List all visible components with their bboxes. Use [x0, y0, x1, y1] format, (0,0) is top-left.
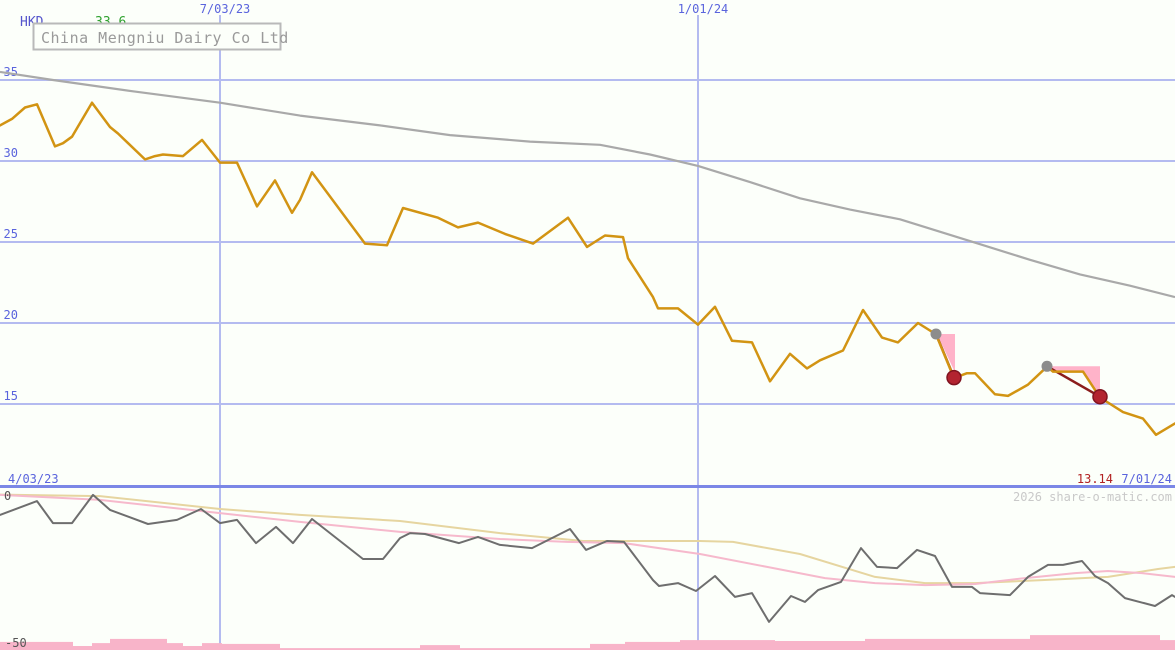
- volume-bar: [167, 643, 183, 650]
- peak-marker-dot: [930, 328, 942, 340]
- volume-bar: [1160, 640, 1175, 650]
- trough-marker-dot: [1092, 388, 1108, 405]
- lower-zero-label: 0: [4, 489, 11, 503]
- volume-bar: [222, 643, 280, 650]
- volume-bar: [590, 643, 625, 650]
- pink-average-line: [0, 493, 1175, 587]
- volume-bar: [680, 640, 775, 650]
- price-panel: [0, 70, 1175, 437]
- moving-average-line: [0, 70, 1175, 299]
- y-tick-label: 25: [4, 227, 18, 241]
- trough-marker-dot: [946, 369, 962, 386]
- drawdown-wedge: [937, 334, 955, 373]
- drawdown-wedge: [1047, 366, 1100, 397]
- price-gridlines: 35 30 25 20 15: [0, 65, 1175, 405]
- x-tick-label: 1/01/24: [678, 2, 729, 16]
- peak-marker-dot: [1041, 360, 1053, 372]
- watermark: 2026 share-o-matic.com: [1013, 490, 1172, 504]
- volume-bar: [460, 648, 590, 650]
- volume-bar: [775, 641, 865, 650]
- volume-bar: [202, 643, 222, 650]
- y-tick-label: 20: [4, 308, 18, 322]
- title-box: China Mengniu Dairy Co Ltd: [32, 22, 289, 51]
- y-tick-label: 15: [4, 389, 18, 403]
- y-tick-label: 35: [4, 65, 18, 79]
- y-tick-label: 30: [4, 146, 18, 160]
- title-box-border: [32, 22, 282, 51]
- bottom-right-date-label: 7/01/24: [1121, 472, 1172, 486]
- volume-bar: [280, 648, 420, 650]
- drawdown-panel: [0, 493, 1175, 650]
- bottom-left-date-label: 4/03/23: [8, 472, 59, 486]
- last-price-label: 13.14: [1077, 472, 1113, 486]
- volume-bar: [1030, 635, 1160, 650]
- volume-bar: [0, 641, 73, 650]
- lower-min-label: -50: [5, 636, 27, 650]
- drawdown-line: [0, 493, 1175, 623]
- price-line: [0, 101, 1175, 437]
- volume-bar: [625, 641, 680, 650]
- volume-bar: [92, 643, 110, 650]
- date-gridlines: 7/03/23 1/01/24: [200, 2, 729, 650]
- tan-average-line: [0, 493, 1175, 585]
- volume-bar: [183, 646, 202, 650]
- volume-bar: [865, 638, 1030, 650]
- volume-bar: [73, 646, 92, 650]
- x-tick-label: 7/03/23: [200, 2, 251, 16]
- page-title: China Mengniu Dairy Co Ltd: [41, 29, 289, 47]
- volume-bar: [420, 645, 460, 650]
- volume-bar: [110, 638, 167, 650]
